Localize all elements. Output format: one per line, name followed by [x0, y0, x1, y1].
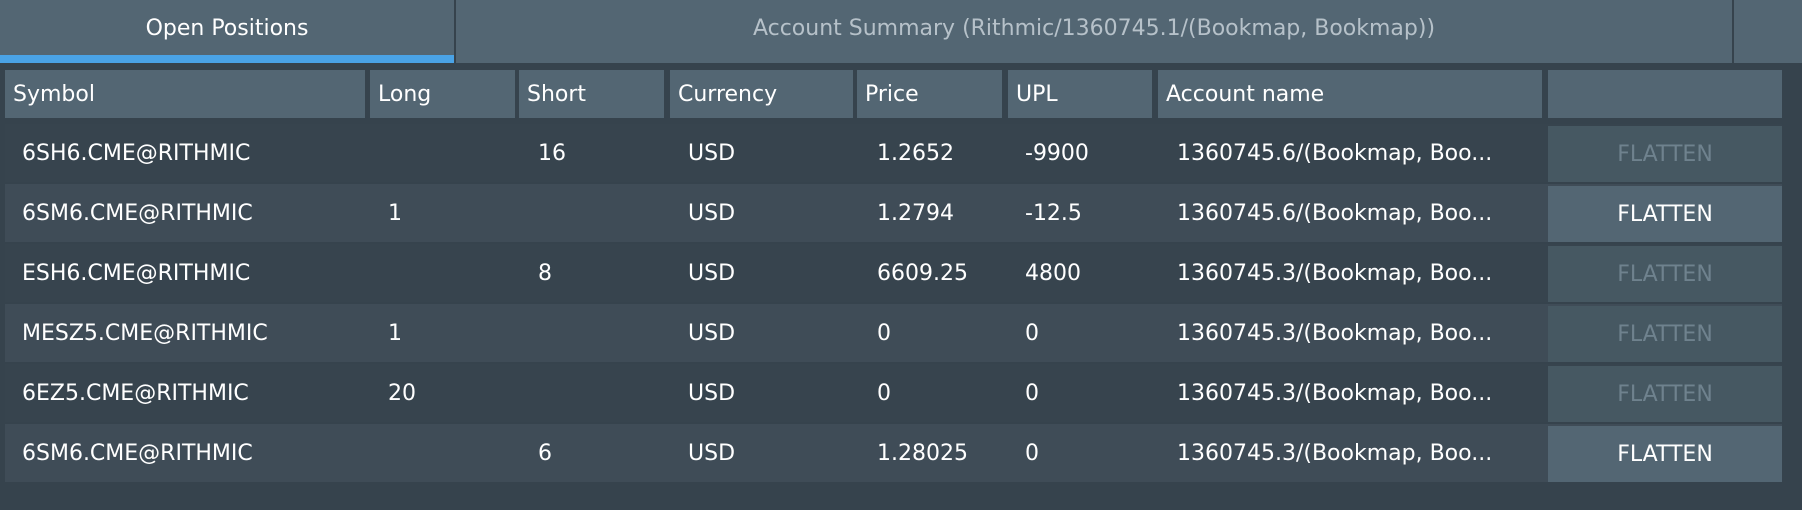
cell-currency: USD: [688, 440, 736, 466]
column-header-action[interactable]: [1548, 70, 1782, 118]
flatten-button[interactable]: FLATTEN: [1548, 426, 1782, 482]
cell-currency: USD: [688, 200, 736, 226]
flatten-button[interactable]: FLATTEN: [1548, 186, 1782, 242]
cell-account: 1360745.3/(Bookmap, Boo...: [1177, 320, 1493, 346]
cell-symbol: 6EZ5.CME@RITHMIC: [22, 380, 249, 406]
cell-symbol: 6SM6.CME@RITHMIC: [22, 200, 253, 226]
cell-short: 8: [538, 260, 552, 286]
column-header-short[interactable]: Short: [519, 70, 664, 118]
flatten-button[interactable]: FLATTEN: [1548, 126, 1782, 182]
flatten-button[interactable]: FLATTEN: [1548, 306, 1782, 362]
cell-price: 1.2794: [877, 200, 954, 226]
cell-upl: 4800: [1025, 260, 1081, 286]
cell-symbol: 6SH6.CME@RITHMIC: [22, 140, 251, 166]
cell-currency: USD: [688, 260, 736, 286]
cell-long: 20: [388, 380, 416, 406]
table-row[interactable]: 6SM6.CME@RITHMIC 1 USD 1.2794 -12.5 1360745.6…: [5, 184, 1782, 242]
cell-short: 6: [538, 440, 552, 466]
cell-currency: USD: [688, 320, 736, 346]
tab-label: Account Summary (Rithmic/1360745.1/(Book…: [752, 16, 1436, 41]
cell-currency: USD: [688, 380, 736, 406]
cell-price: 1.2652: [877, 140, 954, 166]
cell-price: 6609.25: [877, 260, 968, 286]
column-header-currency[interactable]: Currency: [670, 70, 853, 118]
cell-symbol: ESH6.CME@RITHMIC: [22, 260, 251, 286]
cell-short: 16: [538, 140, 566, 166]
cell-upl: -9900: [1025, 140, 1089, 166]
cell-long: 1: [388, 200, 402, 226]
cell-account: 1360745.3/(Bookmap, Boo...: [1177, 380, 1493, 406]
table-row[interactable]: MESZ5.CME@RITHMIC 1 USD 0 0 1360745.3/(Bookma…: [5, 304, 1782, 362]
cell-upl: 0: [1025, 320, 1039, 346]
cell-account: 1360745.3/(Bookmap, Boo...: [1177, 260, 1493, 286]
column-header-long[interactable]: Long: [370, 70, 515, 118]
column-header-account-name[interactable]: Account name: [1158, 70, 1542, 118]
table-row[interactable]: 6SM6.CME@RITHMIC 6 USD 1.28025 0 1360745.3/(B…: [5, 424, 1782, 482]
cell-long: 1: [388, 320, 402, 346]
column-header-symbol[interactable]: Symbol: [5, 70, 365, 118]
cell-price: 0: [877, 320, 891, 346]
tab-bar: Open Positions Account Summary (Rithmic/…: [0, 0, 1802, 63]
cell-price: 1.28025: [877, 440, 968, 466]
cell-account: 1360745.3/(Bookmap, Boo...: [1177, 440, 1493, 466]
cell-upl: 0: [1025, 440, 1039, 466]
table-row[interactable]: 6EZ5.CME@RITHMIC 20 USD 0 0 1360745.3/(Bookma…: [5, 364, 1782, 422]
tab-open-positions[interactable]: Open Positions: [0, 0, 454, 63]
column-header-price[interactable]: Price: [857, 70, 1002, 118]
cell-account: 1360745.6/(Bookmap, Boo...: [1177, 200, 1493, 226]
table-row[interactable]: 6SH6.CME@RITHMIC 16 USD 1.2652 -9900 1360745.…: [5, 124, 1782, 182]
table-row[interactable]: ESH6.CME@RITHMIC 8 USD 6609.25 4800 1360745.3…: [5, 244, 1782, 302]
cell-account: 1360745.6/(Bookmap, Boo...: [1177, 140, 1493, 166]
cell-upl: 0: [1025, 380, 1039, 406]
flatten-button[interactable]: FLATTEN: [1548, 246, 1782, 302]
cell-price: 0: [877, 380, 891, 406]
flatten-button[interactable]: FLATTEN: [1548, 366, 1782, 422]
tab-extra[interactable]: [1734, 0, 1802, 63]
column-header-upl[interactable]: UPL: [1008, 70, 1152, 118]
cell-currency: USD: [688, 140, 736, 166]
tab-label: Open Positions: [145, 16, 309, 41]
cell-symbol: 6SM6.CME@RITHMIC: [22, 440, 253, 466]
cell-symbol: MESZ5.CME@RITHMIC: [22, 320, 268, 346]
tab-account-summary[interactable]: Account Summary (Rithmic/1360745.1/(Book…: [456, 0, 1732, 63]
cell-upl: -12.5: [1025, 200, 1082, 226]
